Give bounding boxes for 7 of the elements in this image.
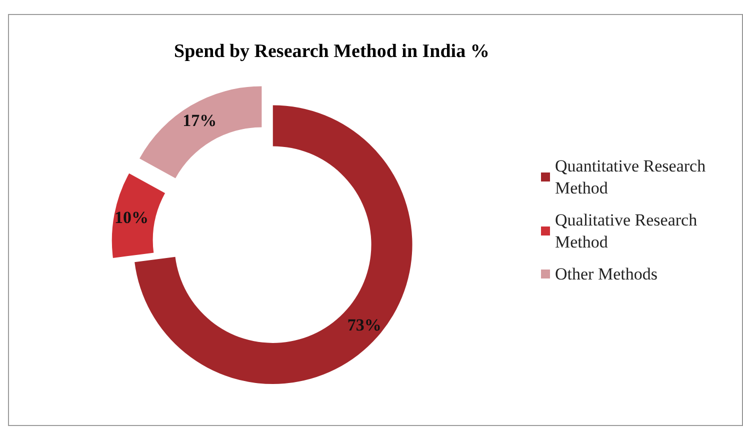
- data-label: 10%: [114, 208, 149, 228]
- legend-label: Qualitative Research Method: [555, 210, 702, 252]
- data-label: 73%: [347, 316, 382, 335]
- legend-label: Other Methods: [555, 264, 658, 284]
- legend-label: Quantitative Research Method: [555, 156, 710, 198]
- data-label: 17%: [182, 111, 217, 130]
- chart-title: Spend by Research Method in India %: [174, 41, 490, 62]
